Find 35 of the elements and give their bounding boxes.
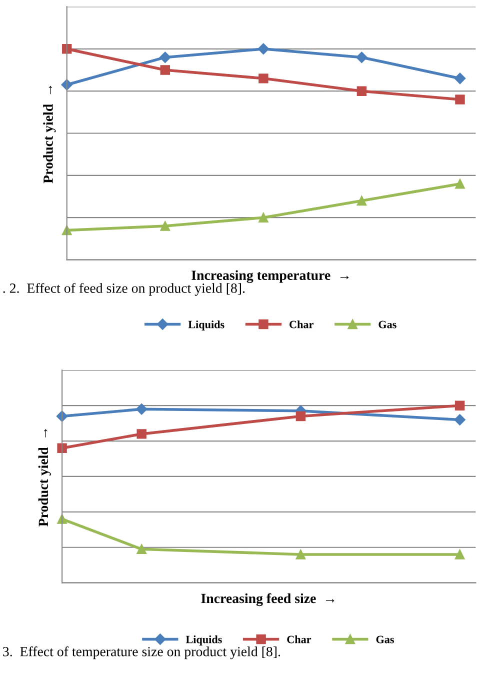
legend-label: Gas — [378, 320, 396, 328]
point — [356, 52, 368, 63]
point — [356, 86, 367, 96]
legend-label: Gas — [376, 636, 394, 644]
point — [454, 550, 465, 560]
point — [57, 443, 67, 453]
point — [56, 410, 68, 422]
point — [136, 429, 146, 439]
point — [455, 94, 465, 104]
point — [136, 544, 146, 554]
y-axis-title: Product yield → — [38, 429, 51, 526]
text: . 2. Effect of feed size on product yield [8]. — [3, 282, 245, 296]
legend-label: Liquids — [186, 635, 222, 646]
point — [160, 65, 170, 75]
point — [296, 411, 306, 422]
point — [160, 52, 171, 63]
legend-label: Char — [287, 635, 312, 644]
point — [454, 400, 465, 410]
y-axis-title: Product yield → — [43, 86, 56, 184]
legend-label: Liquids — [188, 320, 224, 331]
point — [454, 72, 466, 84]
x-axis-title: Increasing temperature → — [192, 270, 349, 283]
point — [455, 179, 465, 189]
text: 3. Effect of temperature size on product yield [8]. — [3, 646, 280, 660]
point — [454, 414, 466, 426]
x-axis-title: Increasing feed size → — [201, 593, 334, 606]
point — [160, 221, 170, 231]
point — [258, 74, 268, 84]
point — [136, 404, 148, 415]
point — [296, 550, 306, 560]
legend-label: Char — [290, 320, 314, 328]
point — [258, 212, 268, 222]
point — [258, 43, 270, 55]
point — [62, 44, 72, 54]
point — [356, 196, 367, 206]
